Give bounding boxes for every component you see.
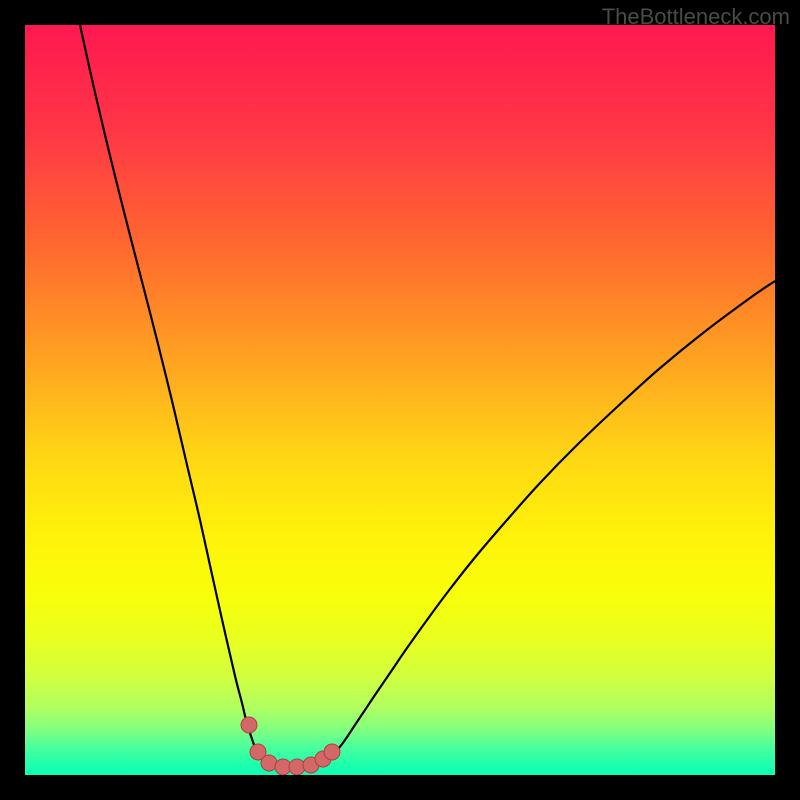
chart-curves-layer: [25, 25, 775, 775]
curve-right-branch: [335, 281, 775, 752]
valley-marker-dot: [241, 717, 257, 733]
valley-marker-dot: [324, 744, 340, 760]
curve-left-branch: [80, 25, 257, 752]
valley-marker-dot: [289, 759, 305, 775]
watermark-text: TheBottleneck.com: [602, 4, 790, 30]
chart-plot-area: [25, 25, 775, 775]
valley-marker-dot: [261, 755, 277, 771]
valley-markers-group: [241, 717, 340, 775]
